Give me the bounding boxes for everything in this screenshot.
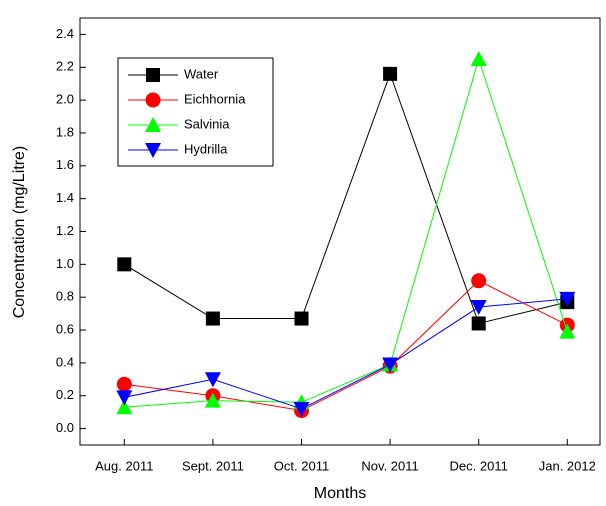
legend-label: Hydrilla [184,141,228,156]
data-point [117,257,131,271]
data-point [117,377,132,392]
y-tick-label: 1.6 [56,157,74,172]
x-tick-label: Nov. 2011 [361,458,418,473]
legend-label: Eichhornia [184,91,246,106]
x-tick-label: Jan. 2012 [539,458,596,473]
y-tick-label: 0.4 [56,354,74,369]
legend-label: Salvinia [184,116,230,131]
y-tick-label: 1.4 [56,190,74,205]
x-tick-label: Sept. 2011 [182,458,244,473]
data-point [471,273,486,288]
data-point [205,372,221,387]
legend-marker [146,93,161,108]
legend-marker [146,68,160,82]
x-tick-label: Dec. 2011 [450,458,508,473]
chart: Months Concentration (mg/Litre) 0.0 0.2 0.… [0,0,606,506]
x-axis-title: Months [314,485,366,502]
legend-label: Water [184,66,219,81]
data-point [383,67,397,81]
y-tick-label: 0.0 [56,420,74,435]
y-tick-label: 2.2 [56,59,74,74]
data-point [295,312,309,326]
y-tick-label: 1.2 [56,223,74,238]
data-point [206,312,220,326]
y-tick-label: 2.4 [56,26,74,41]
series-line [124,281,567,411]
y-tick-label: 0.8 [56,289,74,304]
data-point [472,316,486,330]
y-axis-title: Concentration (mg/Litre) [11,146,28,319]
y-tick-label: 0.6 [56,321,74,336]
y-tick-label: 2.0 [56,92,74,107]
y-tick-label: 1.0 [56,256,74,271]
data-point [471,51,487,66]
y-tick-label: 1.8 [56,124,74,139]
y-tick-label: 0.2 [56,387,74,402]
data-point [116,390,132,405]
x-tick-label: Oct. 2011 [274,458,329,473]
x-tick-label: Aug. 2011 [95,458,153,473]
